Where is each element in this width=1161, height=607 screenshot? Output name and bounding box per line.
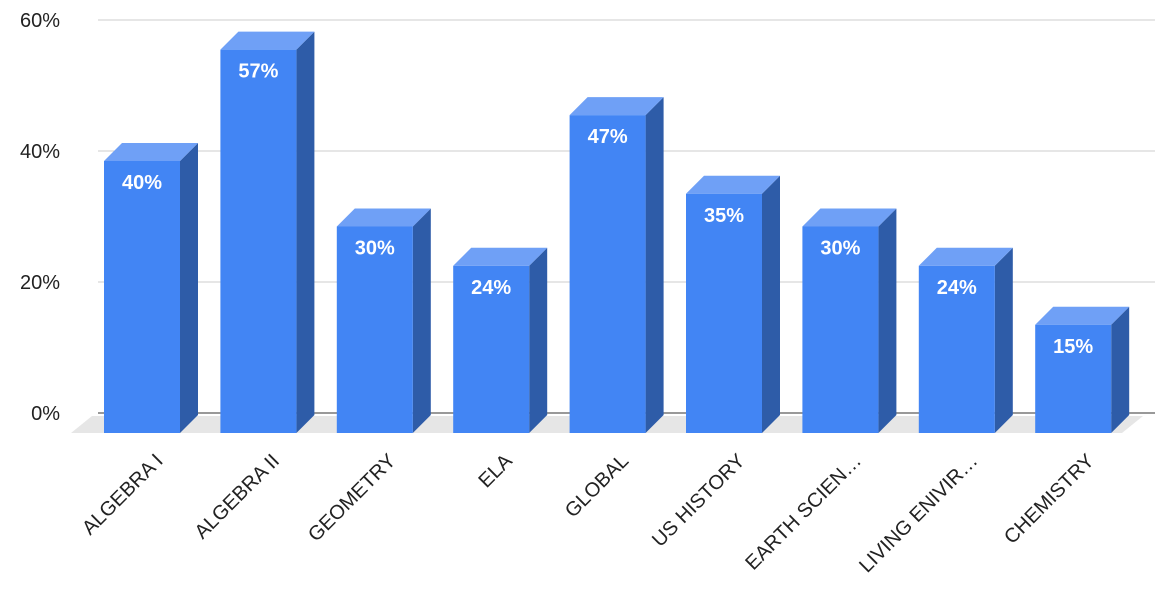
bar-side: [1111, 306, 1130, 433]
data-label: 47%: [588, 126, 628, 148]
bar: 24%: [918, 247, 1013, 433]
bar-top: [453, 247, 548, 266]
bar: 35%: [686, 175, 780, 433]
data-label: 30%: [820, 238, 860, 260]
bar-front: [802, 226, 879, 433]
bar-top: [802, 208, 897, 227]
x-tick-label: GEOMETRY: [304, 450, 400, 546]
bars: 40% 57% 30% 24% 47% 35% 30% 24% 15%: [104, 31, 1130, 434]
x-tick-label: US HISTORY: [648, 450, 749, 551]
bar: 40%: [104, 143, 198, 433]
bar-front: [1035, 324, 1112, 433]
bar-front: [686, 193, 762, 433]
bar-front: [918, 265, 995, 433]
bar: 24%: [453, 247, 548, 433]
data-label: 35%: [704, 205, 744, 227]
bar-front: [453, 265, 530, 433]
bar-side: [645, 97, 664, 434]
bar-top: [220, 31, 315, 50]
bar-top: [569, 97, 664, 116]
x-tick-label: CHEMISTRY: [1000, 450, 1099, 549]
bar-front: [569, 115, 646, 434]
y-tick-label: 60%: [20, 10, 60, 32]
bar-front: [104, 161, 180, 433]
x-tick-label: LIVING ENIVIR…: [855, 450, 982, 577]
bar-top: [918, 247, 1013, 266]
bar-top: [1035, 306, 1130, 325]
bar-side: [296, 31, 315, 434]
bar-side: [529, 247, 548, 433]
bar-side: [994, 247, 1013, 433]
bar-top: [686, 175, 780, 194]
y-tick-label: 20%: [20, 272, 60, 294]
data-label: 15%: [1053, 336, 1093, 358]
data-label: 24%: [471, 277, 511, 299]
bar-front: [336, 226, 413, 433]
bar-side: [412, 208, 431, 433]
bar-front: [220, 49, 297, 434]
bar: 57%: [220, 31, 315, 434]
bar-top: [104, 143, 198, 161]
data-label: 24%: [937, 277, 977, 299]
bar: 47%: [569, 97, 664, 434]
x-tick-label: ALGEBRA II: [191, 450, 284, 543]
y-tick-label: 0%: [31, 403, 60, 425]
y-axis-ticks: 0% 20% 40% 60%: [20, 10, 60, 425]
bar-side: [180, 143, 198, 433]
data-label: 40%: [122, 172, 162, 194]
bar: 30%: [336, 208, 431, 433]
x-tick-label: ELA: [474, 450, 517, 493]
x-axis-labels: ALGEBRA I ALGEBRA II GEOMETRY ELA GLOBAL US H…: [78, 450, 1099, 578]
bar: 30%: [802, 208, 897, 433]
data-label: 30%: [355, 238, 395, 260]
bar-side: [878, 208, 897, 433]
bar-top: [336, 208, 431, 227]
data-label: 57%: [238, 61, 278, 83]
x-tick-label: EARTH SCIEN…: [741, 450, 866, 575]
bar-side: [762, 175, 780, 433]
x-tick-label: GLOBAL: [561, 450, 633, 522]
y-tick-label: 40%: [20, 141, 60, 163]
x-tick-label: ALGEBRA I: [78, 450, 167, 539]
bar: 15%: [1035, 306, 1130, 433]
